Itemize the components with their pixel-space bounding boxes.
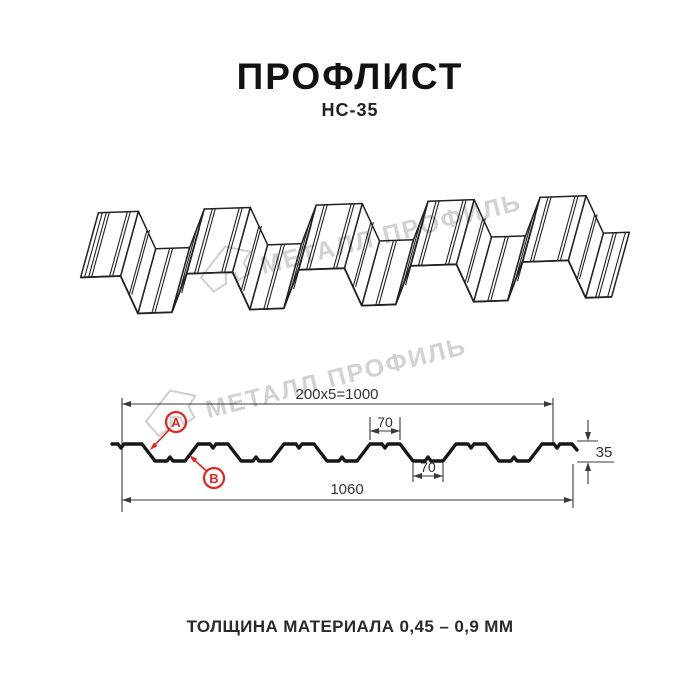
dim-trough-width: 70 bbox=[420, 459, 436, 475]
dim-coverage-width: 200x5=1000 bbox=[296, 386, 379, 403]
callout-b-label: В bbox=[209, 471, 218, 486]
dimension-arrowheads bbox=[122, 401, 591, 503]
dim-crest-width: 70 bbox=[377, 414, 393, 430]
extension-lines bbox=[121, 398, 614, 512]
callout-a-label: А bbox=[171, 415, 181, 430]
cross-section-drawing: 200x5=1000 1060 70 70 35 А В bbox=[110, 386, 614, 512]
profile-section-line bbox=[110, 442, 579, 463]
material-thickness-caption: ТОЛЩИНА МАТЕРИАЛА 0,45 – 0,9 ММ bbox=[186, 617, 514, 636]
groove-lines bbox=[84, 195, 626, 314]
dim-total-width: 1060 bbox=[330, 481, 363, 498]
callout-b: В bbox=[189, 455, 226, 490]
callout-a-arrowhead-icon bbox=[150, 442, 158, 450]
callout-b-circle bbox=[202, 466, 226, 490]
profile-model-subtitle: НС-35 bbox=[321, 100, 379, 120]
near-edge-outline bbox=[80, 259, 612, 315]
page-title: ПРОФЛИСТ bbox=[236, 56, 464, 97]
dim-profile-height: 35 bbox=[596, 444, 613, 461]
callout-b-arrowhead-icon bbox=[189, 455, 198, 463]
callout-a: А bbox=[150, 410, 188, 450]
profile-3d-drawing bbox=[79, 194, 631, 315]
